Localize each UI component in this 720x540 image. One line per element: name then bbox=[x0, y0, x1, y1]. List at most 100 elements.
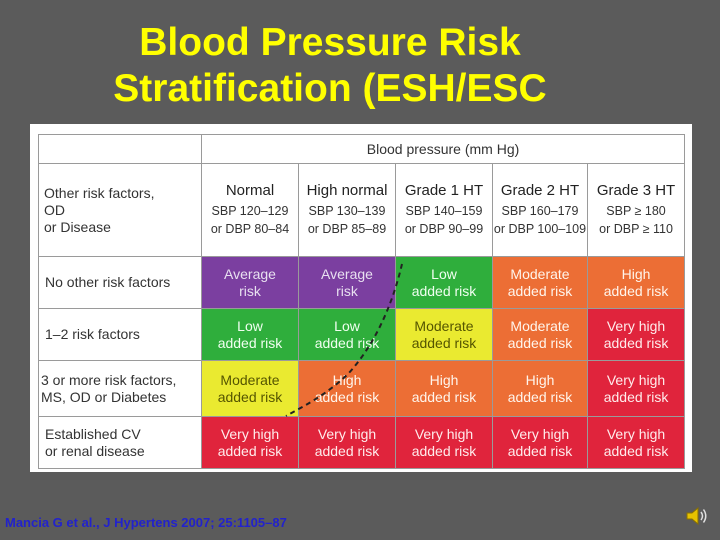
title-line-1: Blood Pressure Risk bbox=[139, 21, 521, 64]
risk-cell: Very high added risk bbox=[586, 416, 686, 469]
row-label-text: No other risk factors bbox=[45, 274, 171, 290]
slide-title: Blood Pressure Risk Stratification (ESH/… bbox=[0, 20, 660, 112]
risk-level: Very high bbox=[317, 425, 377, 442]
risk-level: High bbox=[332, 371, 362, 388]
risk-cell: Average risk bbox=[298, 256, 396, 309]
risk-cell: Very high added risk bbox=[395, 416, 493, 469]
corner-line-1: Other risk factors, bbox=[44, 184, 155, 201]
risk-cell: Average risk bbox=[201, 256, 299, 309]
risk-suffix: added risk bbox=[217, 388, 283, 405]
risk-table-frame: Blood pressure (mm Hg) Other risk factor… bbox=[30, 124, 692, 472]
risk-level: High bbox=[621, 265, 651, 282]
risk-suffix: added risk bbox=[217, 334, 283, 351]
risk-cell: High added risk bbox=[298, 360, 396, 417]
risk-level: Very high bbox=[414, 425, 474, 442]
column-name: Normal bbox=[225, 182, 275, 199]
risk-suffix: added risk bbox=[603, 388, 669, 405]
risk-cell: High added risk bbox=[586, 256, 686, 309]
risk-cell: Moderate added risk bbox=[395, 308, 493, 361]
row-label-text: 1–2 risk factors bbox=[45, 326, 140, 342]
risk-level: Very high bbox=[606, 425, 666, 442]
column-header-grade-1: Grade 1 HT SBP 140–159 or DBP 90–99 bbox=[395, 163, 493, 257]
row-label-text: MS, OD or Diabetes bbox=[41, 388, 167, 405]
risk-suffix: added risk bbox=[603, 442, 669, 459]
risk-cell: Low added risk bbox=[395, 256, 493, 309]
risk-cell: Moderate added risk bbox=[201, 360, 299, 417]
risk-cell: High added risk bbox=[492, 360, 588, 417]
column-name: Grade 1 HT bbox=[404, 182, 484, 199]
risk-level: Moderate bbox=[220, 371, 280, 388]
risk-level: High bbox=[429, 371, 459, 388]
risk-suffix: added risk bbox=[603, 334, 669, 351]
risk-level: Very high bbox=[606, 317, 666, 334]
risk-cell: Low added risk bbox=[298, 308, 396, 361]
risk-cell: Moderate added risk bbox=[492, 308, 588, 361]
risk-suffix: added risk bbox=[507, 282, 573, 299]
risk-suffix: risk bbox=[239, 282, 261, 299]
risk-suffix: added risk bbox=[314, 388, 380, 405]
risk-level: Moderate bbox=[510, 265, 570, 282]
column-header-normal: Normal SBP 120–129 or DBP 80–84 bbox=[201, 163, 299, 257]
row-label-3-or-more-risk-factors: 3 or more risk factors, MS, OD or Diabet… bbox=[38, 360, 202, 417]
risk-suffix: added risk bbox=[507, 334, 573, 351]
title-line-2: Stratification (ESH/ESC bbox=[113, 67, 547, 110]
risk-level: Low bbox=[334, 317, 360, 334]
risk-suffix: added risk bbox=[411, 282, 477, 299]
table-row: Established CV or renal disease Very hig… bbox=[38, 416, 686, 469]
risk-cell: Very high added risk bbox=[492, 416, 588, 469]
column-dbp: or DBP 100–109 bbox=[493, 222, 587, 236]
risk-level: Low bbox=[237, 317, 263, 334]
risk-suffix: added risk bbox=[411, 442, 477, 459]
citation: Mancia G et al., J Hypertens 2007; 25:11… bbox=[5, 515, 287, 530]
column-name: Grade 3 HT bbox=[596, 182, 676, 199]
row-label-text: Established CV bbox=[45, 425, 141, 442]
risk-cell: Very high added risk bbox=[586, 360, 686, 417]
column-dbp: or DBP 90–99 bbox=[404, 222, 484, 236]
risk-level: Average bbox=[321, 265, 373, 282]
risk-suffix: added risk bbox=[507, 388, 573, 405]
risk-level: High bbox=[525, 371, 555, 388]
risk-level: Average bbox=[224, 265, 276, 282]
risk-level: Very high bbox=[606, 371, 666, 388]
row-label-1-2-risk-factors: 1–2 risk factors bbox=[38, 308, 202, 361]
risk-suffix: added risk bbox=[507, 442, 573, 459]
risk-suffix: added risk bbox=[411, 334, 477, 351]
risk-suffix: added risk bbox=[411, 388, 477, 405]
column-dbp: or DBP 80–84 bbox=[210, 222, 290, 236]
speaker-icon[interactable] bbox=[684, 504, 710, 528]
column-name: Grade 2 HT bbox=[500, 182, 580, 199]
column-sbp: SBP 140–159 bbox=[405, 204, 483, 218]
column-header-high-normal: High normal SBP 130–139 or DBP 85–89 bbox=[298, 163, 396, 257]
column-sbp: SBP ≥ 180 bbox=[606, 204, 666, 218]
corner-line-2: OD bbox=[44, 201, 65, 218]
column-dbp: or DBP ≥ 110 bbox=[599, 222, 673, 236]
risk-level: Moderate bbox=[414, 317, 474, 334]
bp-header: Blood pressure (mm Hg) bbox=[200, 134, 686, 164]
column-sbp: SBP 130–139 bbox=[308, 204, 386, 218]
risk-cell: Low added risk bbox=[201, 308, 299, 361]
empty-corner-top bbox=[38, 134, 202, 164]
risk-level: Moderate bbox=[510, 317, 570, 334]
risk-suffix: added risk bbox=[217, 442, 283, 459]
risk-cell: High added risk bbox=[395, 360, 493, 417]
risk-cell: Moderate added risk bbox=[492, 256, 588, 309]
corner-header: Other risk factors, OD or Disease bbox=[38, 163, 202, 257]
table-row: 1–2 risk factors Low added risk Low added … bbox=[38, 308, 686, 361]
risk-suffix: risk bbox=[336, 282, 358, 299]
column-dbp: or DBP 85–89 bbox=[307, 222, 387, 236]
risk-level: Very high bbox=[510, 425, 570, 442]
risk-suffix: added risk bbox=[603, 282, 669, 299]
row-label-text: 3 or more risk factors, bbox=[41, 371, 177, 388]
column-sbp: SBP 120–129 bbox=[211, 204, 289, 218]
row-label-established-cv: Established CV or renal disease bbox=[38, 416, 202, 469]
risk-level: Very high bbox=[220, 425, 280, 442]
row-label-no-risk-factors: No other risk factors bbox=[38, 256, 202, 309]
risk-cell: Very high added risk bbox=[586, 308, 686, 361]
column-header-grade-2: Grade 2 HT SBP 160–179 or DBP 100–109 bbox=[492, 163, 588, 257]
risk-suffix: added risk bbox=[314, 334, 380, 351]
corner-line-3: or Disease bbox=[44, 218, 111, 235]
table-row: 3 or more risk factors, MS, OD or Diabet… bbox=[38, 360, 686, 417]
risk-stratification-table: Blood pressure (mm Hg) Other risk factor… bbox=[38, 134, 686, 469]
risk-suffix: added risk bbox=[314, 442, 380, 459]
risk-level: Low bbox=[431, 265, 457, 282]
